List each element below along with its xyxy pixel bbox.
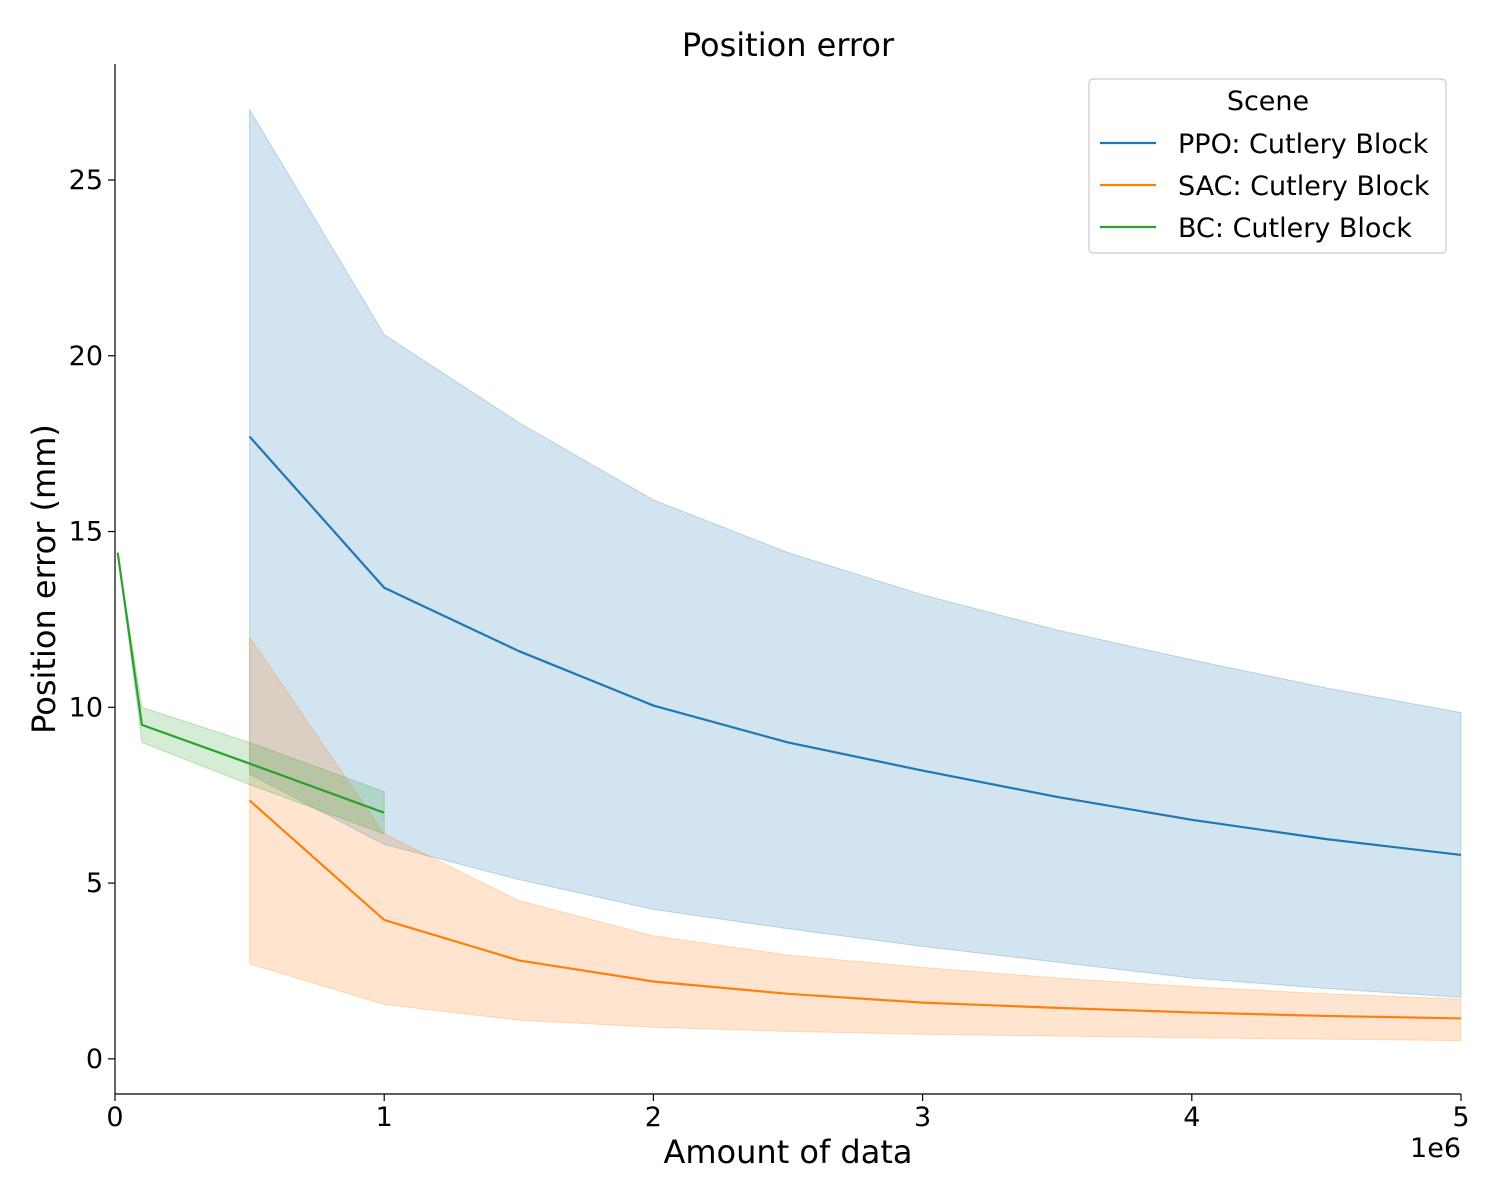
bc-cutlery-block-band (117, 552, 385, 835)
y-tick-label: 5 (86, 868, 103, 899)
y-tick-label: 20 (69, 341, 103, 372)
sac-cutlery-block-legend-label: SAC: Cutlery Block (1178, 171, 1430, 202)
x-tick-label: 2 (645, 1102, 662, 1133)
ppo-cutlery-block-band (249, 107, 1462, 998)
bc-cutlery-block-legend-label: BC: Cutlery Block (1178, 213, 1412, 244)
legend-items: PPO: Cutlery Block SAC: Cutlery Block BC: … (1100, 129, 1430, 244)
x-tick-label: 3 (914, 1102, 931, 1133)
x-tick-label: 1 (376, 1102, 393, 1133)
x-tick-label: 4 (1183, 1102, 1200, 1133)
x-ticks: 0 1 2 3 4 5 (106, 1094, 1470, 1133)
axes (114, 64, 1461, 1095)
legend: Scene PPO: Cutlery Block SAC: Cutlery Blo… (1088, 78, 1447, 254)
y-tick-label: 0 (86, 1044, 103, 1075)
sac-cutlery-block-band (249, 635, 1462, 1042)
y-tick-label: 25 (69, 165, 103, 196)
chart-title: Position error (682, 26, 895, 64)
x-tick-label: 5 (1452, 1102, 1469, 1133)
ppo-cutlery-block-line (248, 435, 1462, 857)
y-ticks: 0 5 10 15 20 25 (69, 165, 115, 1075)
x-axis-label: Amount of data (663, 1133, 912, 1171)
y-tick-label: 15 (69, 517, 103, 548)
series-lines (116, 435, 1462, 1020)
y-tick-label: 10 (69, 692, 103, 723)
legend-title: Scene (1227, 86, 1309, 117)
bc-cutlery-block-line (116, 552, 385, 814)
x-tick-label: 0 (106, 1102, 123, 1133)
confidence-bands (117, 107, 1462, 1042)
ppo-cutlery-block-legend-label: PPO: Cutlery Block (1178, 129, 1429, 160)
y-axis-label: Position error (mm) (25, 424, 63, 734)
sac-cutlery-block-line (248, 799, 1462, 1020)
legend-frame (1088, 78, 1447, 254)
x-offset-label: 1e6 (1410, 1133, 1461, 1164)
